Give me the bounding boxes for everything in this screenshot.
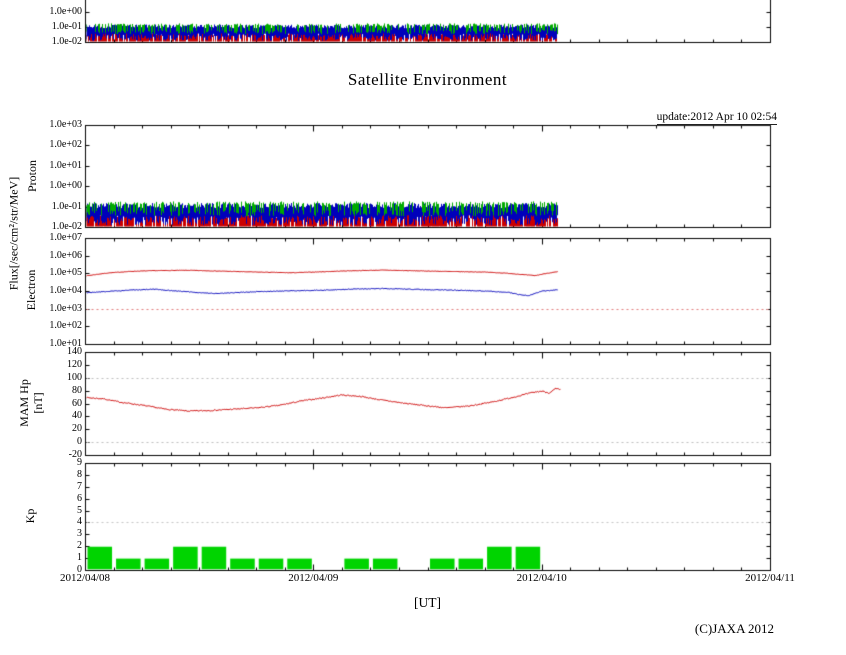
mam-hp-axis-label-line2: [nT] xyxy=(31,392,45,414)
flux-axis-label: Flux[/sec/cm²/str/MeV] xyxy=(6,176,21,291)
page-title: Satellite Environment xyxy=(347,70,508,89)
update-timestamp: update:2012 Apr 10 02:54 xyxy=(656,111,777,125)
mam-hp-axis-label: MAM Hp [nT] xyxy=(17,367,45,439)
copyright-text: (C)JAXA 2012 xyxy=(694,621,774,636)
x-axis-title: [UT] xyxy=(414,595,441,610)
kp-axis-label: Kp xyxy=(23,508,37,524)
proton-axis-label: Proton xyxy=(25,160,39,193)
electron-axis-label: Electron xyxy=(24,269,38,311)
mam-hp-axis-label-line1: MAM Hp xyxy=(17,379,31,427)
